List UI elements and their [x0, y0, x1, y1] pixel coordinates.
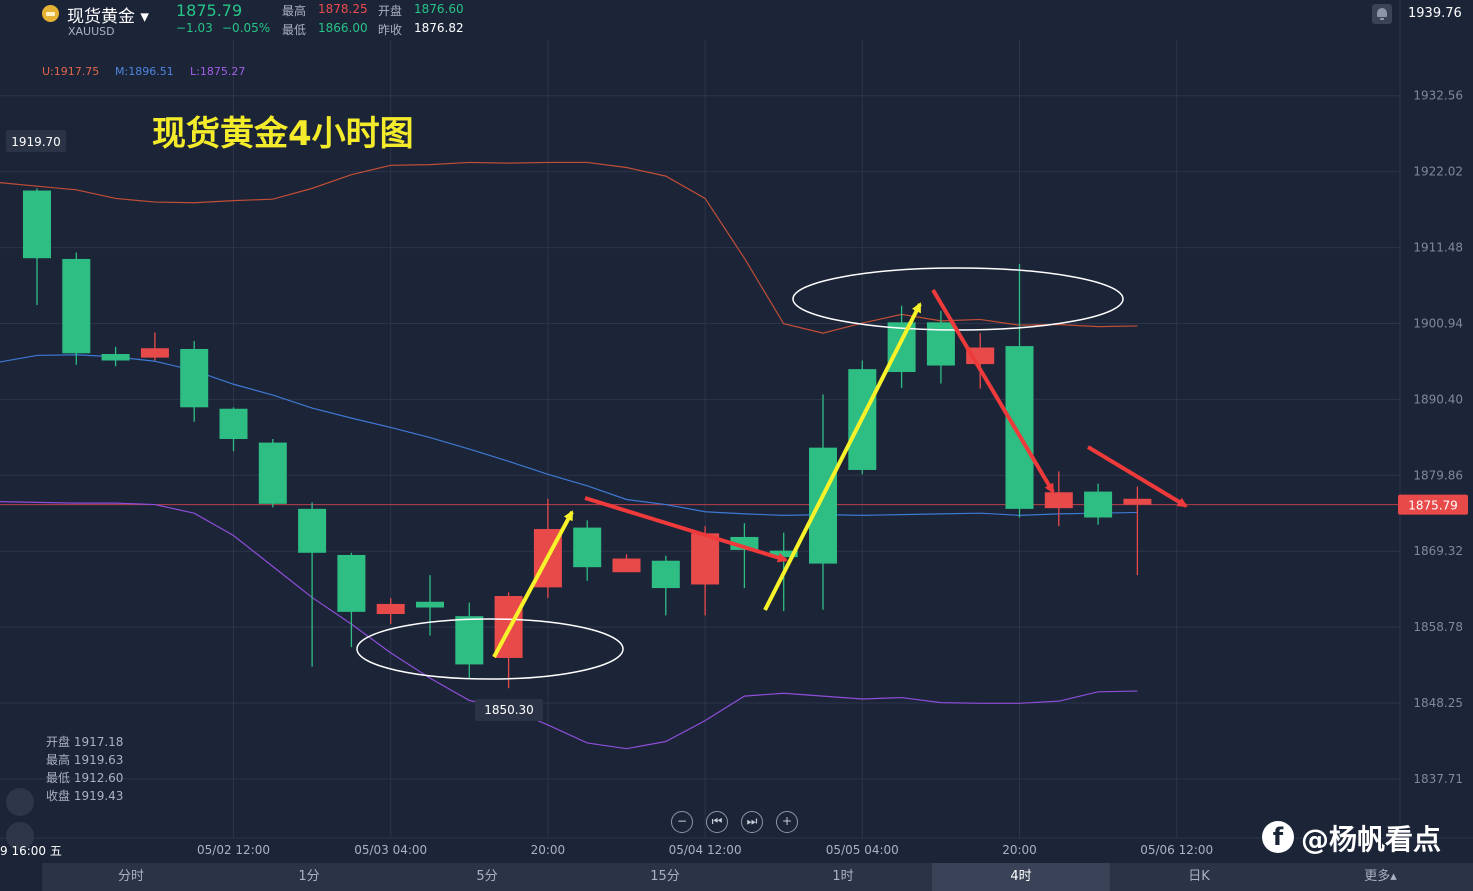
tab-4hour[interactable]: 4时: [932, 863, 1110, 891]
x-tick-label: 05/04 12:00: [669, 843, 742, 857]
candle-body: [887, 322, 916, 373]
y-tick-label: 1922.02: [1413, 165, 1463, 179]
low-zone-ellipse: [356, 618, 624, 680]
current-price-tag-text: 1875.79: [1408, 499, 1458, 513]
candle-body: [376, 603, 405, 615]
draw-tool-icon[interactable]: [6, 822, 34, 850]
watermark-text: @杨帆看点: [1301, 823, 1442, 856]
y-tick-label: 1837.71: [1413, 772, 1463, 786]
low-price-tag: [475, 699, 543, 721]
cursor-date-label: 9 16:00 五: [0, 844, 62, 858]
candle-body: [337, 554, 366, 612]
candle-body: [180, 348, 209, 408]
down-arrow-red: [1086, 445, 1188, 508]
low-label: 最低: [282, 23, 307, 37]
y-tick-label: 1890.40: [1413, 392, 1463, 406]
candle-body: [1005, 346, 1034, 509]
candle-body: [1123, 498, 1152, 505]
tab-15min[interactable]: 15分: [650, 869, 680, 884]
price-change-pct: −0.05%: [222, 21, 271, 35]
y-tick-label: 1879.86: [1413, 468, 1463, 482]
prev-close-value: 1876.82: [414, 21, 464, 35]
chart-title: 现货黄金4小时图: [152, 114, 414, 154]
prev-close-label: 昨收: [378, 23, 403, 37]
tab-fenshi[interactable]: 分时: [117, 869, 144, 884]
candle-body: [612, 558, 641, 573]
y-tick-label: 1911.48: [1413, 241, 1463, 255]
tab-daily[interactable]: 日K: [1188, 869, 1210, 884]
candle-body: [258, 442, 287, 504]
candle-body: [455, 616, 484, 665]
up-arrow-yellow: [492, 510, 574, 658]
x-tick-label: 05/06 12:00: [1140, 843, 1213, 857]
y-tick-label: 1848.25: [1413, 696, 1463, 710]
symbol-name[interactable]: 现货黄金 ▾: [67, 7, 149, 27]
high-value: 1878.25: [318, 2, 368, 16]
symbol-code: XAUUSD: [68, 25, 115, 38]
period-tab-bar: [42, 863, 1473, 891]
tab-more[interactable]: 更多▴: [1364, 869, 1397, 884]
candle-body: [219, 408, 248, 439]
ohlc-low: 最低 1912.60: [46, 771, 124, 785]
top-right-value: 1939.76: [1408, 6, 1462, 21]
current-price-tag: [1398, 494, 1468, 515]
candle-body: [1044, 492, 1073, 509]
tab-1hour[interactable]: 1时: [832, 869, 854, 884]
candle-body: [573, 527, 602, 568]
middle-band-label: M:1896.51: [115, 65, 174, 78]
candle-body: [809, 447, 837, 564]
open-label: 开盘: [378, 4, 403, 18]
go-end-button[interactable]: ⏭: [741, 811, 763, 833]
candle-body: [1084, 491, 1113, 518]
watermark-logo-icon: f: [1262, 821, 1294, 853]
candle-body: [298, 508, 327, 553]
candle-body: [140, 348, 169, 358]
upper-band-label: U:1917.75: [42, 65, 100, 78]
y-tick-label: 1900.94: [1413, 316, 1463, 330]
high-label: 最高: [282, 4, 307, 18]
low-price-tag-text: 1850.30: [484, 703, 534, 717]
high-price-tag: [6, 130, 66, 152]
ohlc-close: 收盘 1919.43: [46, 789, 124, 803]
lower-band-line: [0, 501, 1138, 750]
zoom-in-button[interactable]: +: [776, 811, 798, 833]
ohlc-open: 开盘 1917.18: [46, 735, 124, 749]
x-tick-label: 05/03 04:00: [354, 843, 427, 857]
last-price: 1875.79: [176, 1, 243, 20]
candle-body: [62, 258, 91, 354]
high-price-tag-text: 1919.70: [11, 135, 61, 149]
candle-body: [691, 533, 720, 585]
down-arrow-red: [584, 496, 788, 563]
x-tick-label: 20:00: [531, 843, 566, 857]
y-tick-label: 1932.56: [1413, 89, 1463, 103]
axes: 1932.56 1922.02 1911.48 1900.94 1890.40 1879.…: [6, 89, 1468, 857]
go-start-button[interactable]: ⏮: [706, 811, 728, 833]
lower-band-label: L:1875.27: [190, 65, 246, 78]
tab-1min[interactable]: 1分: [298, 869, 320, 884]
bell-icon[interactable]: [1372, 4, 1392, 24]
candle-body: [416, 601, 444, 608]
x-tick-label: 20:00: [1002, 843, 1037, 857]
ohlc-high: 最高 1919.63: [46, 753, 124, 767]
y-tick-label: 1869.32: [1413, 544, 1463, 558]
up-arrow-yellow: [763, 302, 922, 611]
price-change: −1.03: [176, 21, 213, 35]
open-value: 1876.60: [414, 2, 464, 16]
low-value: 1866.00: [318, 21, 368, 35]
candle-body: [926, 322, 955, 366]
annotations: [356, 267, 1188, 680]
gold-coin-icon: [42, 5, 59, 22]
candle-body: [651, 560, 680, 589]
indicator-tool-icon[interactable]: [6, 788, 34, 816]
zoom-out-button[interactable]: −: [671, 811, 693, 833]
candle-body: [23, 190, 51, 259]
tab-5min[interactable]: 5分: [476, 869, 498, 884]
upper-band-line: [0, 161, 1138, 334]
down-arrow-red: [931, 288, 1055, 494]
candle-body: [101, 354, 130, 361]
y-tick-label: 1858.78: [1413, 620, 1463, 634]
x-tick-label: 05/02 12:00: [197, 843, 270, 857]
x-tick-label: 05/05 04:00: [826, 843, 899, 857]
